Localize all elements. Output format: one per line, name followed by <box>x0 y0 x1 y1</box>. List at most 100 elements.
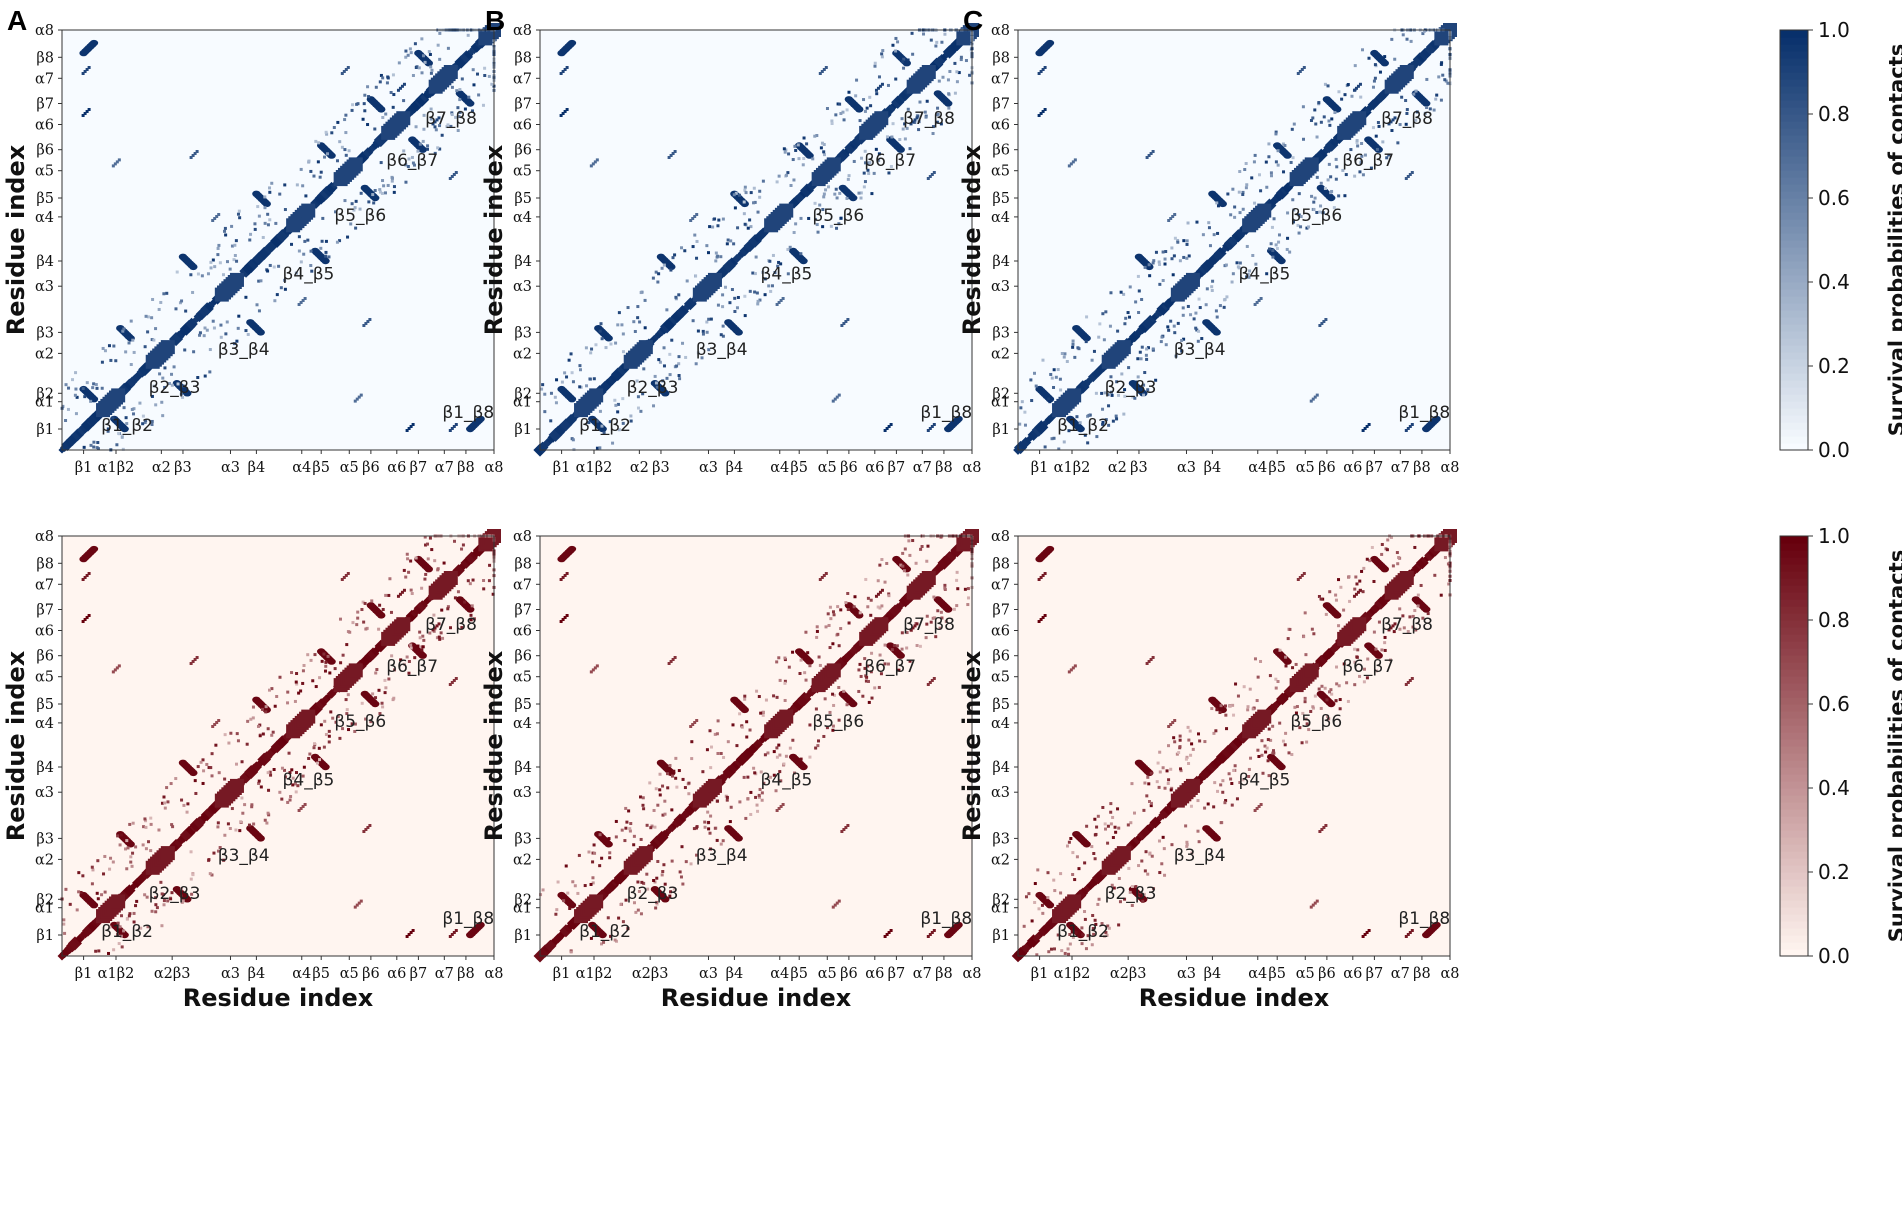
contact-dot <box>1250 176 1254 180</box>
long-range-dot <box>932 677 936 680</box>
contact-dot <box>1018 422 1022 426</box>
contact-dot <box>1185 256 1189 260</box>
pair-contact-upper <box>1333 106 1342 113</box>
contact-dot <box>1291 156 1295 160</box>
contact-dot <box>270 181 274 185</box>
contact-dot <box>295 682 299 686</box>
contact-dot <box>294 790 298 794</box>
x-tick-label: β5 <box>790 460 808 476</box>
contact-dot <box>1270 225 1274 229</box>
y-axis-label: Residue index <box>480 144 508 335</box>
y-tick-label: α2 <box>991 346 1010 362</box>
long-range-dot <box>431 628 435 632</box>
contact-dot <box>121 329 125 333</box>
contact-dot <box>662 263 666 267</box>
contact-dot <box>407 671 411 675</box>
contact-dot <box>238 216 242 220</box>
contact-dot <box>354 199 358 203</box>
contact-dot <box>760 791 764 795</box>
long-range-dot <box>691 217 695 220</box>
long-range-dot <box>835 395 839 399</box>
contact-dot <box>118 843 122 847</box>
contact-dot <box>1144 353 1148 357</box>
contact-dot <box>1215 201 1219 205</box>
contact-dot <box>266 269 270 273</box>
contact-dot <box>792 178 796 182</box>
contact-dot <box>1047 397 1051 401</box>
contact-dot <box>966 587 970 591</box>
x-tick-label: α1β2 <box>98 460 135 476</box>
contact-dot <box>740 725 744 729</box>
contact-dot <box>297 691 301 695</box>
pair-contact-upper <box>377 106 386 113</box>
contact-dot <box>1173 236 1177 240</box>
contact-dot <box>159 880 163 884</box>
contact-dot <box>1375 147 1379 151</box>
contact-dot <box>1231 272 1235 276</box>
long-range-dot <box>667 156 671 159</box>
long-range-dot <box>559 72 563 75</box>
x-tick-label: β4 <box>248 460 266 476</box>
contact-dot <box>656 803 660 807</box>
contact-dot <box>592 377 596 381</box>
contact-dot <box>778 678 782 682</box>
contact-dot <box>934 635 938 639</box>
helix-block <box>589 388 604 403</box>
contact-dot <box>908 147 912 151</box>
contact-dot <box>955 604 959 608</box>
contact-dot <box>1182 255 1186 259</box>
contact-dot <box>402 149 406 153</box>
pair-annotation: β1_β8 <box>1398 403 1450 423</box>
contact-dot <box>128 912 132 916</box>
contact-dot <box>1319 204 1323 208</box>
contact-dot <box>1276 149 1280 153</box>
contact-dot <box>1231 187 1235 191</box>
long-range-dot <box>195 150 199 153</box>
y-tick-label: β1 <box>36 928 54 944</box>
contact-dot <box>1187 254 1191 258</box>
contact-dot <box>1377 124 1381 128</box>
x-tick-label: α2 <box>1108 460 1127 476</box>
plot-frame <box>539 29 973 451</box>
contact-dot <box>1140 859 1144 863</box>
contact-dot <box>1066 844 1070 848</box>
contact-dot <box>422 638 426 642</box>
contact-dot <box>1132 811 1136 815</box>
contact-dot <box>752 201 756 205</box>
contact-dot <box>429 71 433 75</box>
contact-dot <box>716 751 720 755</box>
contact-dot <box>321 216 325 220</box>
contact-dot <box>1032 371 1036 375</box>
contact-dot <box>165 786 169 790</box>
contact-dot <box>1169 319 1173 323</box>
contact-dot <box>968 73 972 77</box>
contact-dot <box>240 796 244 800</box>
long-range-dot <box>411 929 415 932</box>
contact-dot <box>103 890 107 894</box>
contact-dot <box>1164 250 1168 254</box>
pair-annotation: β1_β2 <box>579 922 631 942</box>
contact-dot <box>150 338 154 342</box>
long-range-dot <box>1151 150 1155 153</box>
x-tick-label: α6 <box>1343 460 1362 476</box>
contact-dot <box>555 908 559 912</box>
contact-dot <box>429 65 433 69</box>
contact-dot <box>160 892 164 896</box>
contact-dot <box>1185 239 1189 243</box>
contact-dot <box>847 174 851 178</box>
pair-contact-lower <box>1266 753 1276 761</box>
contact-dot <box>1230 280 1234 284</box>
long-range-dot <box>297 809 301 812</box>
contact-dot <box>1269 174 1273 178</box>
contact-dot <box>748 728 752 732</box>
contact-dot <box>223 777 227 781</box>
contact-dot <box>1137 311 1141 315</box>
contact-dot <box>656 280 660 284</box>
contact-dot <box>1123 322 1127 326</box>
contact-dot <box>906 573 910 577</box>
contact-dot <box>83 395 87 399</box>
long-range-dot <box>85 110 89 113</box>
contact-dot <box>1052 878 1056 882</box>
contact-dot <box>953 61 957 65</box>
contact-dot <box>428 631 432 635</box>
